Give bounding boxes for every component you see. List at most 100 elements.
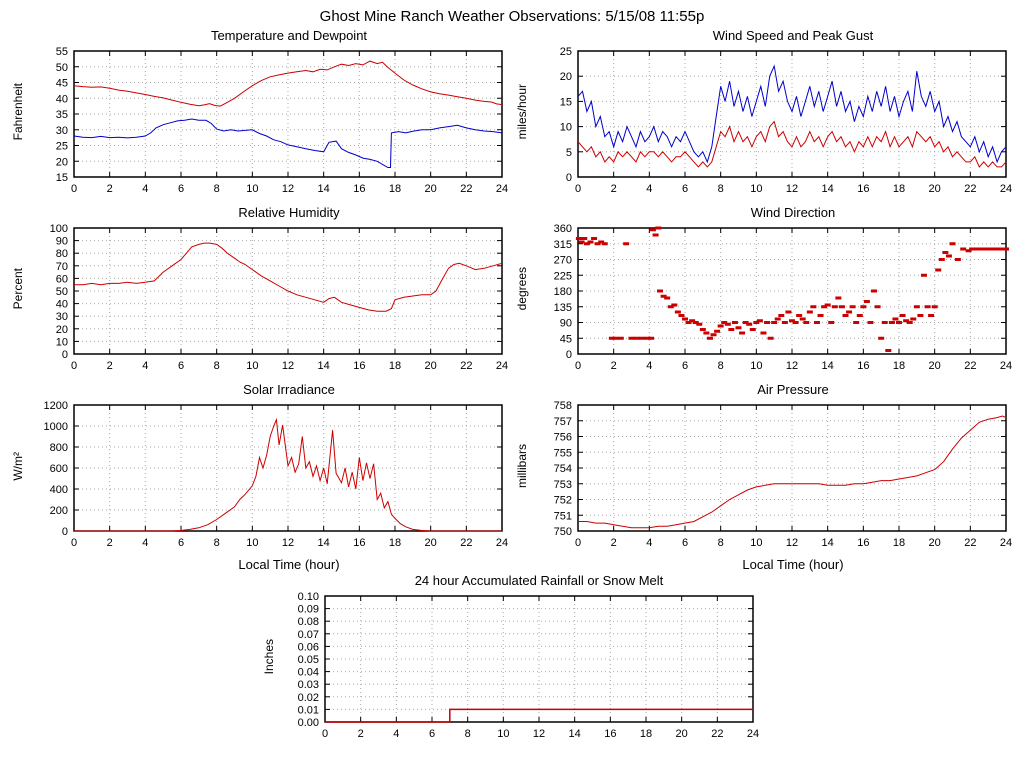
svg-text:0: 0 xyxy=(575,183,581,195)
svg-text:22: 22 xyxy=(711,728,723,740)
chart-air-pressure: Air Pressure millibars 0 2 4 6 8 10 12 14 16 18 20… xyxy=(514,381,1018,572)
svg-text:800: 800 xyxy=(50,442,68,454)
svg-text:10: 10 xyxy=(246,537,258,549)
svg-text:14: 14 xyxy=(822,360,834,372)
svg-text:50: 50 xyxy=(56,62,68,74)
svg-text:8: 8 xyxy=(465,728,471,740)
svg-text:8: 8 xyxy=(718,183,724,195)
svg-text:10: 10 xyxy=(750,183,762,195)
svg-text:14: 14 xyxy=(318,360,330,372)
svg-text:0.08: 0.08 xyxy=(298,616,319,628)
svg-text:0.00: 0.00 xyxy=(298,717,319,729)
svg-text:10: 10 xyxy=(246,360,258,372)
chart-title: Wind Direction xyxy=(750,205,836,220)
svg-text:18: 18 xyxy=(389,360,401,372)
svg-text:4: 4 xyxy=(142,183,148,195)
svg-text:10: 10 xyxy=(56,336,68,348)
chart-title: Relative Humidity xyxy=(238,205,340,220)
y-axis-label: W/m² xyxy=(11,451,25,481)
svg-text:16: 16 xyxy=(857,537,869,549)
chart-rainfall: 24 hour Accumulated Rainfall or Snow Mel… xyxy=(261,572,763,748)
svg-text:2: 2 xyxy=(611,183,617,195)
svg-text:20: 20 xyxy=(929,537,941,549)
svg-text:24: 24 xyxy=(1000,537,1012,549)
svg-text:8: 8 xyxy=(718,360,724,372)
y-axis-label: degrees xyxy=(515,267,529,311)
svg-text:35: 35 xyxy=(56,109,68,121)
y-axis-label: millibars xyxy=(515,443,529,488)
svg-text:20: 20 xyxy=(560,71,572,83)
svg-text:16: 16 xyxy=(857,183,869,195)
svg-text:20: 20 xyxy=(56,156,68,168)
svg-text:20: 20 xyxy=(929,360,941,372)
svg-text:0: 0 xyxy=(71,360,77,372)
svg-text:4: 4 xyxy=(646,360,652,372)
svg-text:18: 18 xyxy=(389,537,401,549)
svg-text:8: 8 xyxy=(214,537,220,549)
svg-text:2: 2 xyxy=(107,183,113,195)
svg-text:20: 20 xyxy=(56,324,68,336)
svg-text:15: 15 xyxy=(56,172,68,184)
svg-text:14: 14 xyxy=(822,183,834,195)
svg-text:24: 24 xyxy=(1000,183,1012,195)
svg-text:40: 40 xyxy=(56,299,68,311)
bottom-row: 24 hour Accumulated Rainfall or Snow Mel… xyxy=(0,572,1024,748)
svg-text:8: 8 xyxy=(718,537,724,549)
y-axis-label: Fahrenheit xyxy=(11,83,25,141)
svg-text:0: 0 xyxy=(575,537,581,549)
svg-text:756: 756 xyxy=(554,432,572,444)
svg-text:16: 16 xyxy=(857,360,869,372)
y-axis-label: miles/hour xyxy=(515,84,529,140)
svg-text:24: 24 xyxy=(496,360,508,372)
svg-text:12: 12 xyxy=(282,360,294,372)
svg-text:90: 90 xyxy=(56,236,68,248)
svg-text:18: 18 xyxy=(640,728,652,740)
svg-text:0.06: 0.06 xyxy=(298,641,319,653)
svg-text:70: 70 xyxy=(56,261,68,273)
svg-text:751: 751 xyxy=(554,510,572,522)
svg-text:20: 20 xyxy=(676,728,688,740)
svg-text:14: 14 xyxy=(569,728,581,740)
svg-text:10: 10 xyxy=(246,183,258,195)
svg-text:10: 10 xyxy=(750,360,762,372)
svg-text:6: 6 xyxy=(429,728,435,740)
svg-text:45: 45 xyxy=(560,333,572,345)
svg-text:40: 40 xyxy=(56,93,68,105)
y-axis-label: Percent xyxy=(11,268,25,310)
svg-text:24: 24 xyxy=(1000,360,1012,372)
svg-text:10: 10 xyxy=(750,537,762,549)
svg-text:22: 22 xyxy=(964,360,976,372)
svg-text:754: 754 xyxy=(554,463,572,475)
svg-text:4: 4 xyxy=(142,537,148,549)
svg-text:135: 135 xyxy=(554,302,572,314)
svg-text:757: 757 xyxy=(554,416,572,428)
svg-text:22: 22 xyxy=(460,360,472,372)
svg-text:22: 22 xyxy=(460,183,472,195)
chart-title: Temperature and Dewpoint xyxy=(210,28,368,43)
svg-text:8: 8 xyxy=(214,360,220,372)
chart-title: 24 hour Accumulated Rainfall or Snow Mel… xyxy=(414,573,664,588)
svg-text:0.04: 0.04 xyxy=(298,667,319,679)
svg-text:0.05: 0.05 xyxy=(298,654,319,666)
svg-text:20: 20 xyxy=(929,183,941,195)
svg-text:18: 18 xyxy=(893,537,905,549)
svg-text:24: 24 xyxy=(496,183,508,195)
solar-irradiance-plot: 0 2 4 6 8 10 12 14 16 18 20 22 240200400600800100012… xyxy=(44,400,509,549)
svg-text:10: 10 xyxy=(497,728,509,740)
svg-text:755: 755 xyxy=(554,447,572,459)
svg-text:6: 6 xyxy=(178,360,184,372)
svg-text:200: 200 xyxy=(50,505,68,517)
svg-text:10: 10 xyxy=(560,122,572,134)
x-axis-label: Local Time (hour) xyxy=(742,557,844,572)
svg-text:2: 2 xyxy=(107,360,113,372)
svg-text:2: 2 xyxy=(358,728,364,740)
chart-title: Wind Speed and Peak Gust xyxy=(712,28,874,43)
svg-text:12: 12 xyxy=(533,728,545,740)
y-axis-label: Inches xyxy=(262,639,276,675)
svg-text:180: 180 xyxy=(554,286,572,298)
svg-text:750: 750 xyxy=(554,526,572,538)
